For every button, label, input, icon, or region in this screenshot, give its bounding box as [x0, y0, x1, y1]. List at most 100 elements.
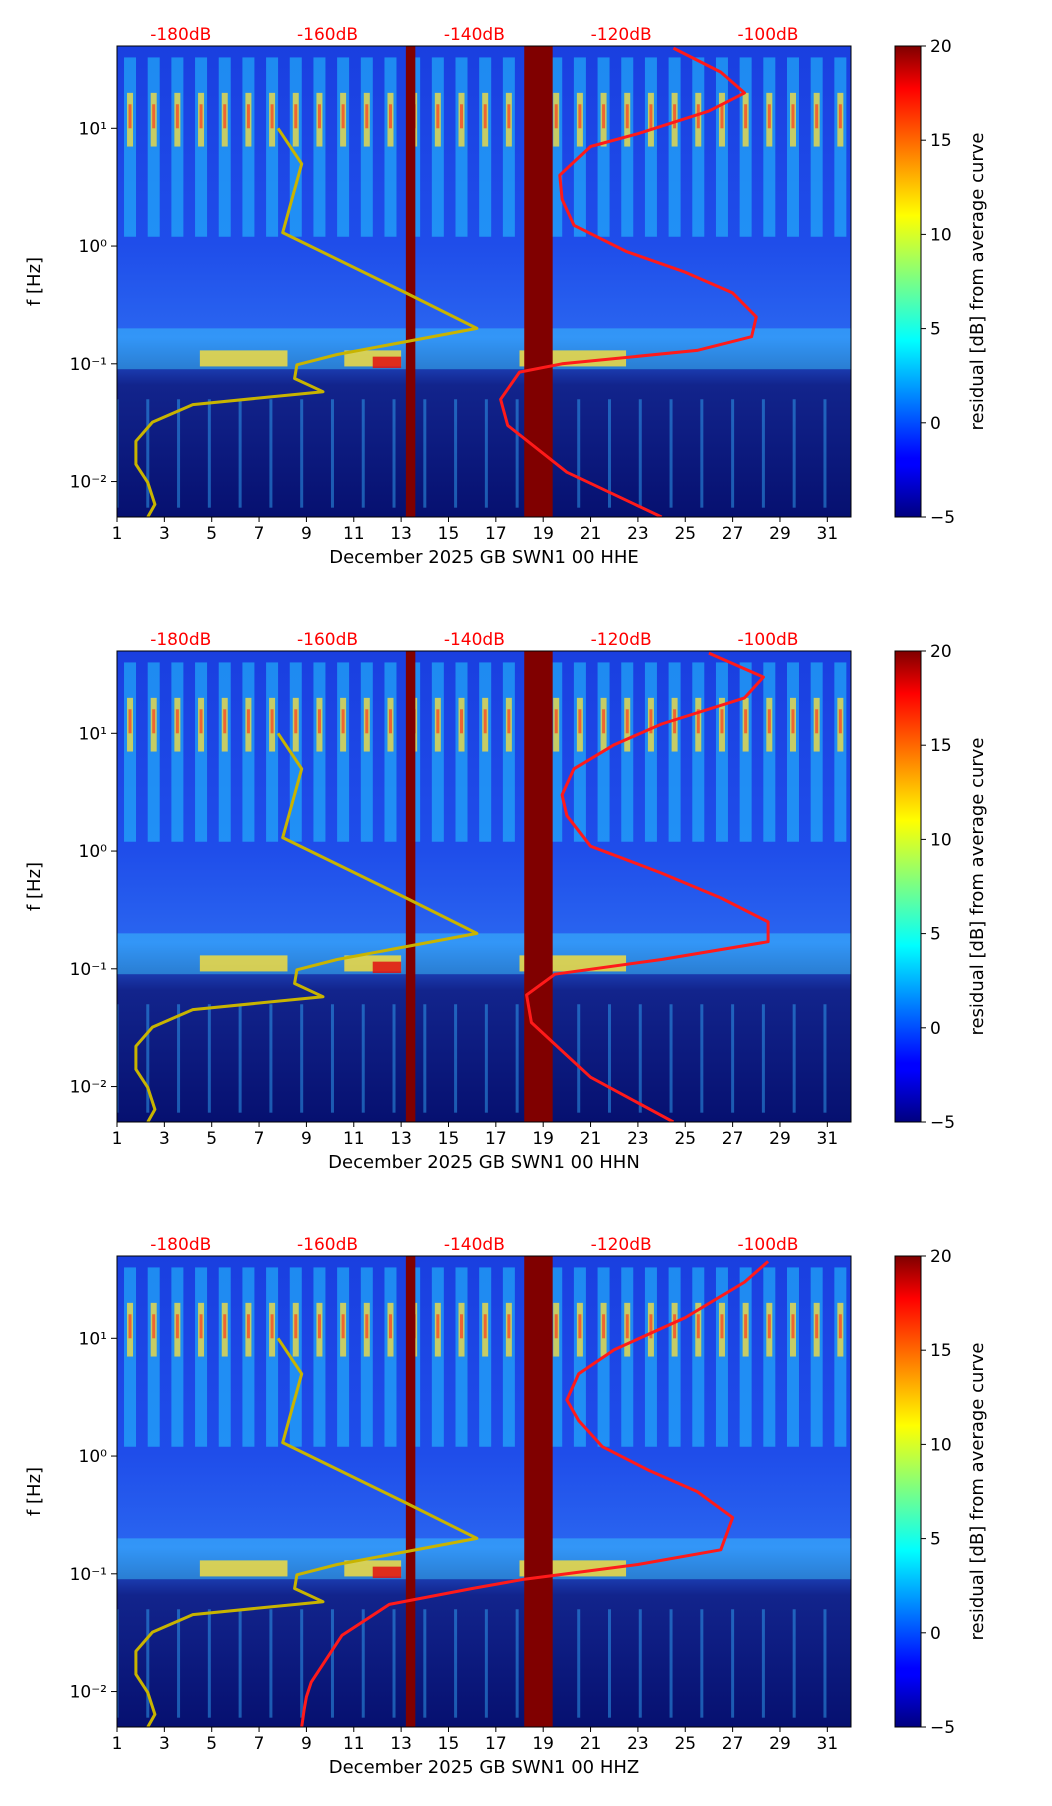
- daily-stripe: [218, 57, 231, 237]
- plot-area: [117, 1256, 851, 1727]
- daily-stripe-core: [152, 104, 156, 129]
- x-tick-label: 7: [254, 1129, 265, 1149]
- x-tick-label: 5: [206, 1734, 217, 1754]
- daily-stripe-core: [578, 1314, 582, 1339]
- daily-stripe: [337, 662, 350, 842]
- colorbar-gradient: [894, 45, 922, 518]
- x-tick-label: 25: [674, 1734, 696, 1754]
- low-frequency-spike: [577, 1609, 581, 1718]
- daily-stripe: [455, 57, 468, 237]
- low-frequency-spike: [731, 1004, 735, 1113]
- daily-stripe: [313, 1267, 326, 1447]
- daily-stripe: [479, 662, 492, 842]
- low-frequency-spike: [330, 399, 334, 508]
- daily-stripe-core: [223, 104, 227, 129]
- daily-stripe: [195, 1267, 208, 1447]
- daily-stripe: [147, 662, 160, 842]
- daily-stripe-core: [767, 709, 771, 734]
- colorbar-tick-label: −5: [930, 508, 955, 528]
- daily-stripe: [124, 662, 137, 842]
- daily-stripe-core: [649, 1314, 653, 1339]
- daily-stripe-core: [175, 104, 179, 129]
- daily-stripe-core: [317, 709, 321, 734]
- daily-stripe-core: [767, 104, 771, 129]
- daily-stripe-core: [507, 709, 511, 734]
- daily-stripe-core: [365, 104, 369, 129]
- daily-stripe-core: [246, 709, 250, 734]
- y-tick-label: 10⁻²: [70, 1078, 107, 1098]
- daily-stripe: [266, 1267, 279, 1447]
- daily-stripe: [573, 662, 586, 842]
- daily-stripe: [834, 1267, 847, 1447]
- daily-stripe-core: [625, 709, 629, 734]
- low-frequency-spike: [330, 1004, 334, 1113]
- db-scale-label: -100dB: [737, 25, 798, 45]
- daily-stripe: [218, 1267, 231, 1447]
- low-frequency-spike: [607, 1004, 611, 1113]
- daily-stripe: [834, 57, 847, 237]
- daily-stripe: [621, 662, 634, 842]
- daily-stripe: [147, 1267, 160, 1447]
- y-tick-label: 10¹: [79, 1329, 107, 1349]
- low-frequency-spike: [638, 1004, 642, 1113]
- low-frequency-spike: [515, 399, 519, 508]
- y-tick-label: 10⁰: [79, 1447, 108, 1467]
- daily-stripe: [313, 57, 326, 237]
- x-tick-label: 15: [438, 524, 460, 544]
- daily-stripe-core: [175, 709, 179, 734]
- daily-stripe: [834, 662, 847, 842]
- x-tick-label: 3: [159, 1129, 170, 1149]
- y-axis-label: f [Hz]: [24, 257, 45, 306]
- daily-stripe-core: [720, 1314, 724, 1339]
- x-axis-label: December 2025 GB SWN1 00 HHN: [328, 1152, 640, 1173]
- low-frequency-spike: [638, 1609, 642, 1718]
- low-frequency-spike: [515, 1004, 519, 1113]
- colorbar-gradient: [894, 1255, 922, 1728]
- microseism-peak: [372, 961, 402, 974]
- colorbar-tick-label: −5: [930, 1113, 955, 1133]
- x-tick-label: 27: [722, 1129, 744, 1149]
- x-tick-label: 9: [301, 524, 312, 544]
- daily-stripe-core: [649, 709, 653, 734]
- x-tick-label: 9: [301, 1734, 312, 1754]
- daily-stripe: [810, 1267, 823, 1447]
- colorbar-tick-label: 20: [930, 1247, 952, 1267]
- microseism-storm: [199, 955, 288, 972]
- x-tick-label: 25: [674, 524, 696, 544]
- daily-stripe: [360, 662, 373, 842]
- daily-stripe-core: [388, 104, 392, 129]
- low-frequency-spike: [392, 399, 396, 508]
- low-frequency-spike: [669, 1609, 673, 1718]
- low-frequency-spike: [761, 399, 765, 508]
- daily-stripe-core: [199, 1314, 203, 1339]
- x-tick-label: 19: [532, 524, 554, 544]
- x-tick-label: 1: [112, 1129, 123, 1149]
- microseism-peak: [372, 1566, 402, 1579]
- low-frequency-spike: [177, 1609, 181, 1718]
- low-frequency-spike: [269, 399, 273, 508]
- microseism-peak: [372, 356, 402, 369]
- daily-stripe-core: [294, 1314, 298, 1339]
- daily-stripe-core: [317, 104, 321, 129]
- colorbar-tick-label: 5: [930, 1530, 941, 1550]
- x-tick-label: 31: [817, 524, 839, 544]
- daily-stripe: [431, 57, 444, 237]
- daily-stripe: [242, 662, 255, 842]
- low-frequency-spike: [669, 399, 673, 508]
- daily-stripe-core: [223, 709, 227, 734]
- low-frequency-spike: [607, 1609, 611, 1718]
- daily-stripe-core: [507, 1314, 511, 1339]
- colorbar-tick-label: 10: [930, 1435, 952, 1455]
- daily-stripe: [621, 57, 634, 237]
- daily-stripe-core: [270, 104, 274, 129]
- reference-noise-model-line: [134, 1337, 479, 1727]
- daily-stripe: [502, 662, 515, 842]
- daily-stripe: [715, 662, 728, 842]
- daily-stripe: [739, 1267, 752, 1447]
- x-tick-label: 29: [769, 1129, 791, 1149]
- x-tick-label: 1: [112, 1734, 123, 1754]
- colorbar-tick-label: 5: [930, 320, 941, 340]
- x-tick-label: 23: [627, 524, 649, 544]
- low-frequency-spike: [146, 1004, 150, 1113]
